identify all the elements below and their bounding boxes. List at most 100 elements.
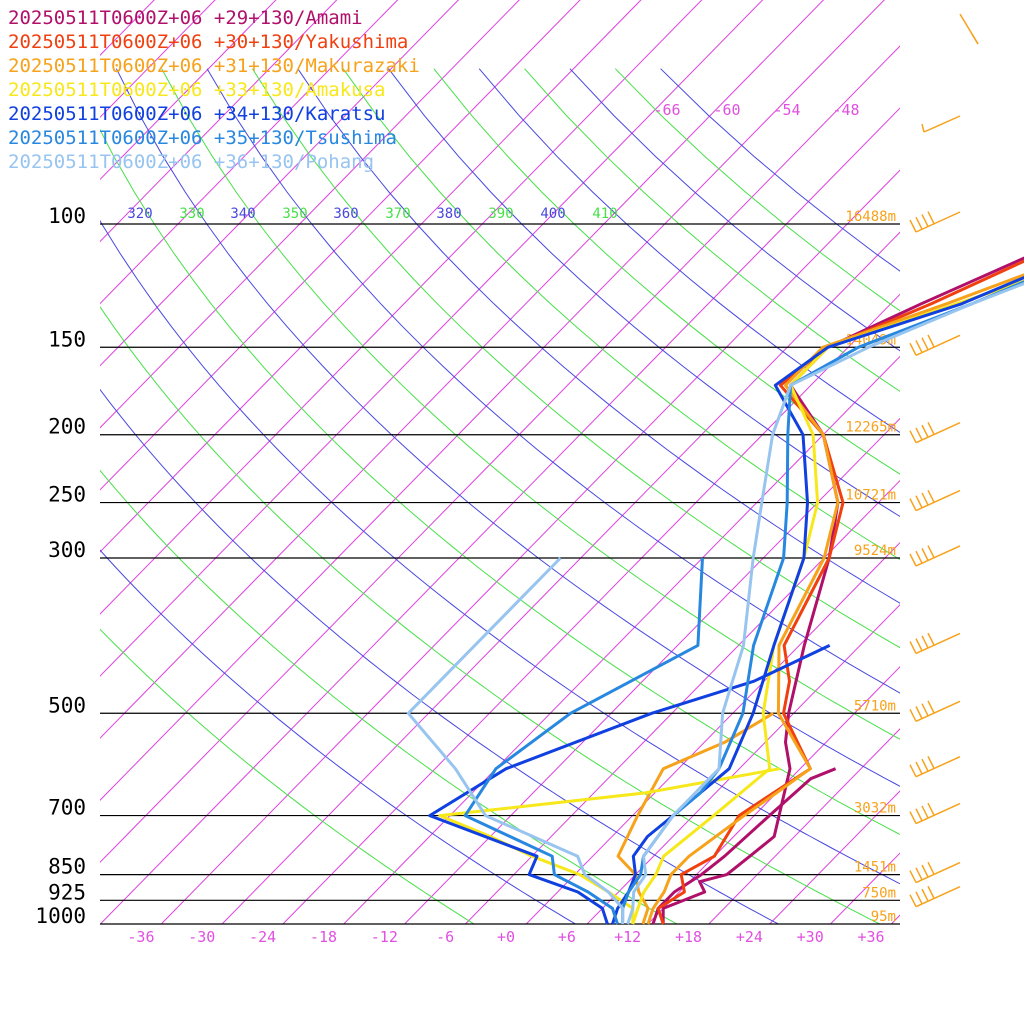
wind-barb xyxy=(959,13,979,45)
x-tick-label: -6 xyxy=(436,928,454,946)
wind-barb xyxy=(909,211,961,233)
wind-barb xyxy=(909,489,961,512)
x-tick-label: +12 xyxy=(614,928,641,946)
sounding-profiles xyxy=(406,256,1024,925)
upper-temp-label: -66 xyxy=(653,101,680,119)
dry-adiabat-line xyxy=(206,68,900,694)
dry-adiabat-line xyxy=(100,549,576,924)
x-tick-label: -24 xyxy=(249,928,276,946)
theta-label: 370 xyxy=(385,206,410,222)
dry-adiabat-line xyxy=(433,68,900,475)
wind-barb xyxy=(909,861,961,884)
dry-adiabat-line xyxy=(342,68,900,561)
upper-temp-label: -48 xyxy=(832,101,859,119)
theta-label: 360 xyxy=(333,206,358,222)
dry-adiabat-line xyxy=(388,68,900,518)
legend: 20250511T0600Z+06 +29+130/Amami20250511T… xyxy=(8,7,420,173)
isotherm-line xyxy=(647,666,900,924)
dry-adiabat-line xyxy=(569,68,900,352)
isotherm-line xyxy=(830,852,900,924)
theta-label: 390 xyxy=(488,206,513,222)
wind-barb xyxy=(909,700,961,722)
theta-label: 380 xyxy=(436,206,461,222)
wind-barbs xyxy=(909,13,979,908)
isotherm-line xyxy=(282,293,900,924)
upper-temp-label: -60 xyxy=(713,101,740,119)
isotherm-line xyxy=(525,541,900,924)
theta-label: 330 xyxy=(179,206,204,222)
x-tick-label: -12 xyxy=(371,928,398,946)
wind-barb xyxy=(909,755,961,778)
pressure-label: 925 xyxy=(48,880,86,904)
isotherm-line xyxy=(586,604,900,924)
temperature-line-7 xyxy=(626,281,1024,925)
pressure-label: 100 xyxy=(48,204,86,228)
pressure-label: 300 xyxy=(48,538,86,562)
isotherm-line xyxy=(221,231,900,924)
isotherm-line xyxy=(952,0,1024,924)
x-tick-label: +30 xyxy=(797,928,824,946)
dry-adiabat-lines xyxy=(100,68,900,924)
pressure-label: 500 xyxy=(48,693,86,717)
isotherm-line xyxy=(343,355,900,924)
height-label: 1451m xyxy=(854,860,896,876)
dry-adiabat-line xyxy=(100,219,900,885)
dry-adiabat-line xyxy=(100,469,678,924)
isobar-lines xyxy=(100,223,900,925)
temperature-line-6 xyxy=(621,280,1024,925)
height-label: 3032m xyxy=(854,801,896,817)
x-tick-label: +6 xyxy=(558,928,576,946)
x-tick-label: +24 xyxy=(736,928,763,946)
upper-temp-label: -54 xyxy=(773,101,800,119)
height-labels: 16488m14049m12265m10721m9524m5710m3032m1… xyxy=(845,209,896,925)
dewpoint-line-6 xyxy=(463,557,704,925)
temperature-line-2 xyxy=(656,259,1024,925)
theta-label: 340 xyxy=(230,206,255,222)
theta-label: 410 xyxy=(592,206,617,222)
legend-entry: 20250511T0600Z+06 +31+130/Makurazaki xyxy=(8,55,420,77)
wind-barb xyxy=(921,115,961,133)
dewpoint-line-3 xyxy=(616,712,775,925)
wind-barb xyxy=(909,632,961,655)
legend-entry: 20250511T0600Z+06 +30+130/Yakushima xyxy=(8,31,408,53)
pressure-label: 700 xyxy=(48,796,86,820)
temperature-line-1 xyxy=(661,256,1024,924)
legend-entry: 20250511T0600Z+06 +34+130/Karatsu xyxy=(8,103,386,125)
pressure-label: 250 xyxy=(48,483,86,507)
dry-adiabat-line xyxy=(100,388,779,924)
legend-entry: 20250511T0600Z+06 +36+130/Pohang xyxy=(8,151,374,173)
legend-entry: 20250511T0600Z+06 +29+130/Amami xyxy=(8,7,363,29)
wind-barb xyxy=(909,802,961,825)
dry-adiabat-line xyxy=(614,68,900,312)
mixing-ratio-labels: -66 -60 -54 -48 xyxy=(653,101,859,119)
pressure-label: 150 xyxy=(48,327,86,351)
pressure-label: 850 xyxy=(48,855,86,879)
temperature-line-5 xyxy=(611,275,1024,925)
wind-barb xyxy=(909,421,961,444)
wind-barb xyxy=(909,885,961,908)
height-label: 10721m xyxy=(845,488,896,504)
theta-label: 400 xyxy=(540,206,565,222)
x-tick-label: +36 xyxy=(857,928,884,946)
x-tick-label: +0 xyxy=(497,928,515,946)
pressure-label: 200 xyxy=(48,415,86,439)
dewpoint-line-5 xyxy=(428,644,831,925)
height-label: 750m xyxy=(862,885,896,901)
temperature-line-4 xyxy=(631,279,1024,925)
theta-labels: 320 330 340 350 360 370 380 390 400 410 xyxy=(127,206,617,222)
pressure-label: 1000 xyxy=(35,904,86,928)
legend-entry: 20250511T0600Z+06 +35+130/Tsushima xyxy=(8,127,397,149)
x-tick-labels: -36 -30 -24 -18 -12 -6 +0 +6 +12 +18 +24 +30 +36 xyxy=(127,928,884,946)
height-label: 5710m xyxy=(854,698,896,714)
isotherm-line xyxy=(708,728,900,924)
x-tick-label: +18 xyxy=(675,928,702,946)
legend-entry: 20250511T0600Z+06 +33+130/Amakusa xyxy=(8,79,386,101)
x-tick-label: -30 xyxy=(188,928,215,946)
theta-label: 320 xyxy=(127,206,152,222)
height-label: 9524m xyxy=(854,543,896,559)
dry-adiabat-line xyxy=(115,68,900,787)
temperature-line-3 xyxy=(646,273,1024,925)
dry-adiabat-line xyxy=(100,128,900,836)
